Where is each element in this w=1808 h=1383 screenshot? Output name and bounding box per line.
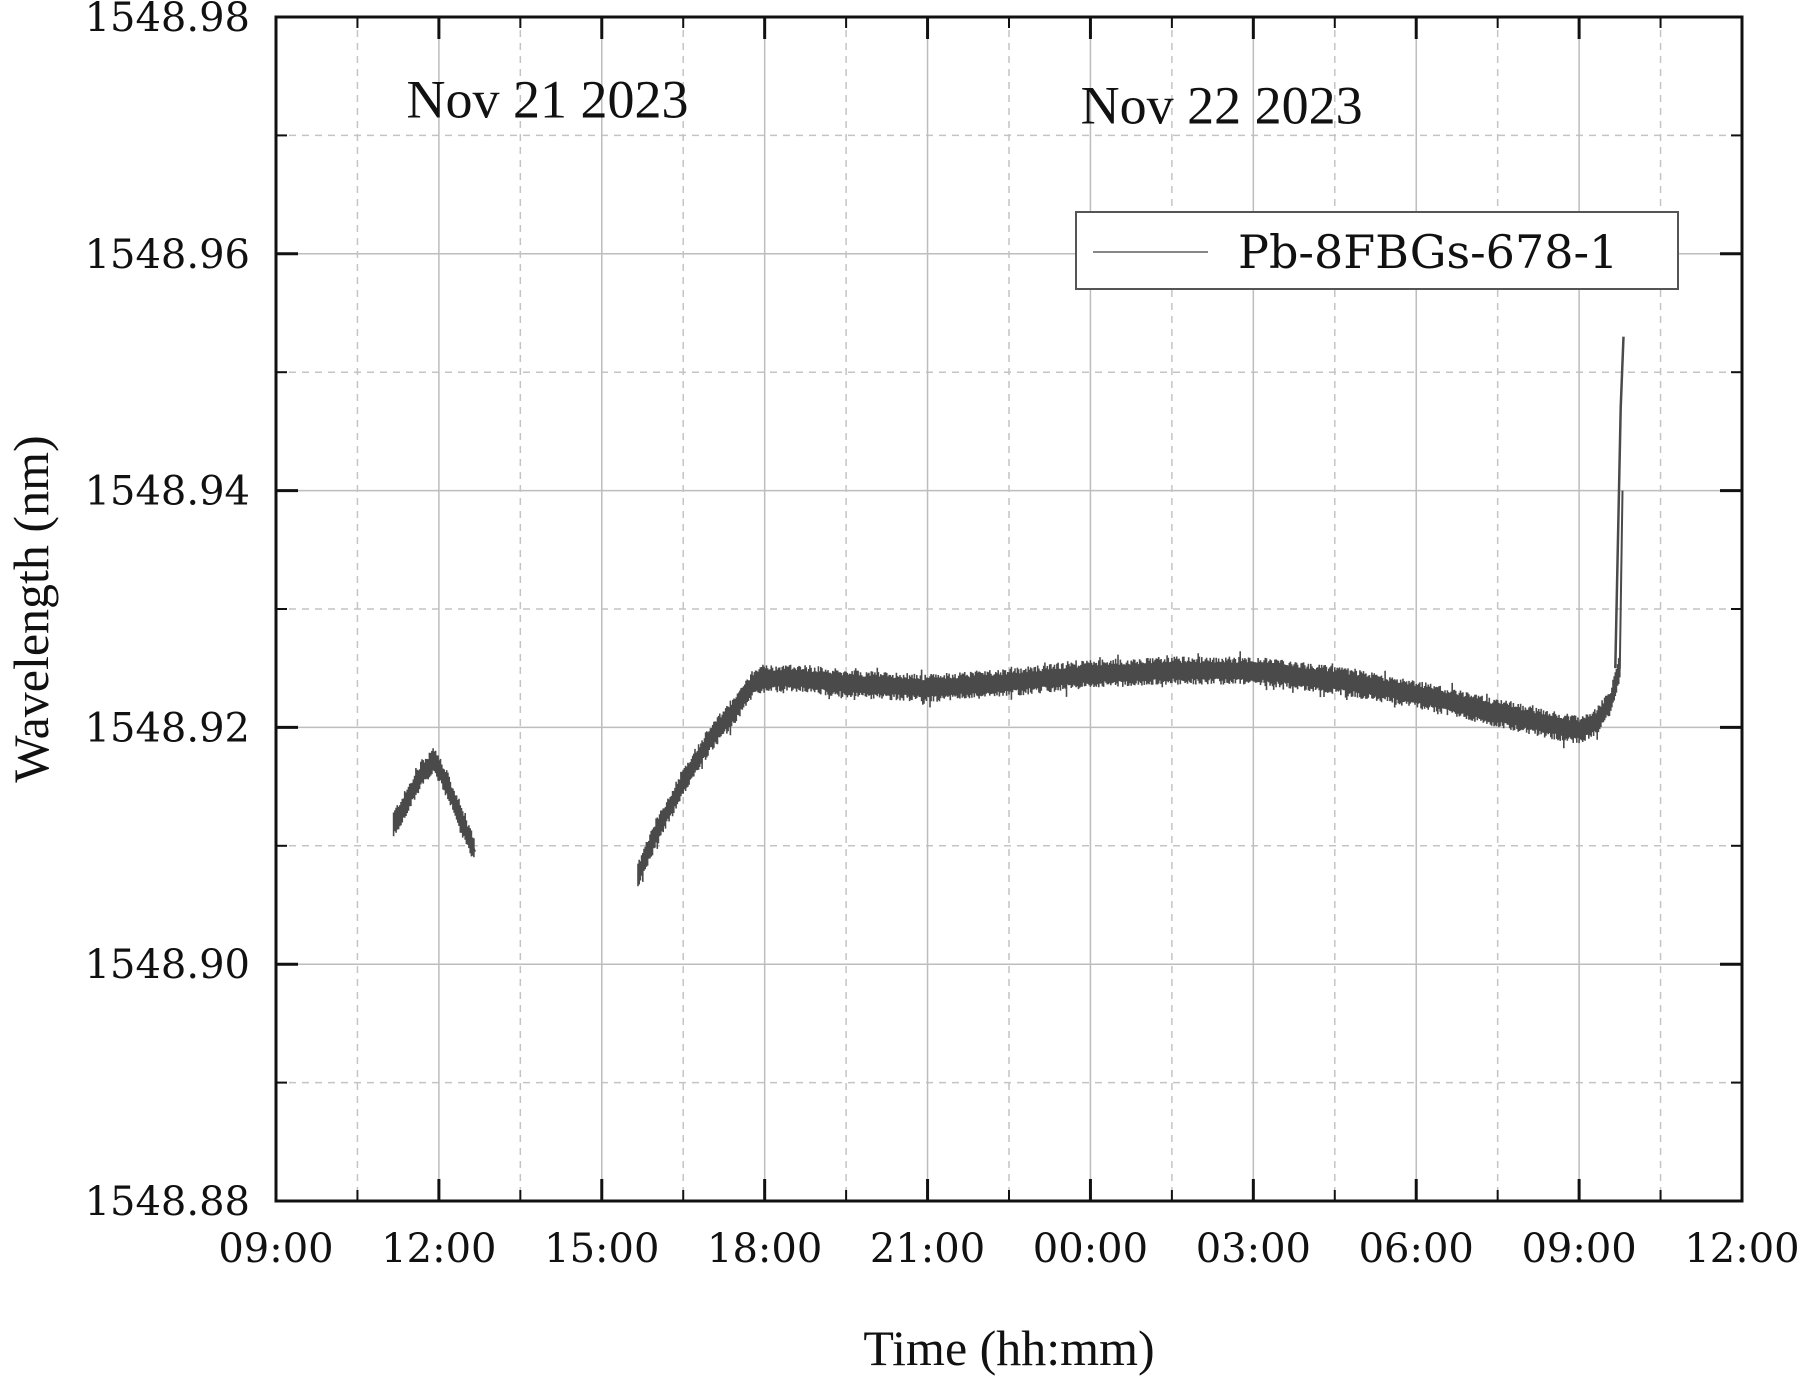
x-tick-label: 21:00 — [870, 1226, 985, 1272]
date-annotation: Nov 22 2023 — [1081, 76, 1363, 136]
axis-ticks — [274, 15, 1744, 1203]
y-tick-label: 1548.90 — [85, 942, 250, 988]
x-tick-label: 15:00 — [544, 1226, 659, 1272]
grid-lines — [276, 17, 1742, 1201]
x-tick-label: 03:00 — [1196, 1226, 1311, 1272]
x-axis-title: Time (hh:mm) — [863, 1320, 1154, 1376]
y-tick-label: 1548.88 — [85, 1179, 250, 1225]
y-axis-title: Wavelength (nm) — [3, 435, 59, 782]
legend: Pb-8FBGs-678-1 — [1075, 211, 1679, 290]
series-band-segment-2 — [637, 570, 1622, 887]
data-layer — [392, 336, 1625, 887]
x-tick-label: 18:00 — [707, 1226, 822, 1272]
y-tick-labels: 1548.88 1548.90 1548.92 1548.94 1548.96 1548.… — [85, 0, 250, 1225]
y-tick-label: 1548.92 — [85, 705, 250, 751]
series-end-spike — [1614, 336, 1625, 669]
y-tick-label: 1548.94 — [85, 469, 250, 515]
series-line-segment-1 — [392, 758, 477, 853]
series-line-segment-2 — [637, 490, 1624, 876]
date-annotation: Nov 21 2023 — [406, 70, 688, 130]
x-tick-label: 12:00 — [381, 1226, 496, 1272]
legend-entry: Pb-8FBGs-678-1 — [1238, 225, 1618, 279]
y-tick-label: 1548.98 — [85, 0, 250, 41]
x-tick-label: 09:00 — [218, 1226, 333, 1272]
date-annotations: Nov 21 2023 Nov 22 2023 — [406, 70, 1362, 136]
x-tick-label: 00:00 — [1033, 1226, 1148, 1272]
x-tick-label: 09:00 — [1521, 1226, 1636, 1272]
y-tick-label: 1548.96 — [85, 232, 250, 278]
legend-box — [1075, 211, 1679, 290]
x-tick-labels: 09:00 12:00 15:00 18:00 21:00 00:00 03:00 06:00… — [218, 1226, 1799, 1272]
x-tick-label: 06:00 — [1359, 1226, 1474, 1272]
x-tick-label: 12:00 — [1684, 1226, 1799, 1272]
